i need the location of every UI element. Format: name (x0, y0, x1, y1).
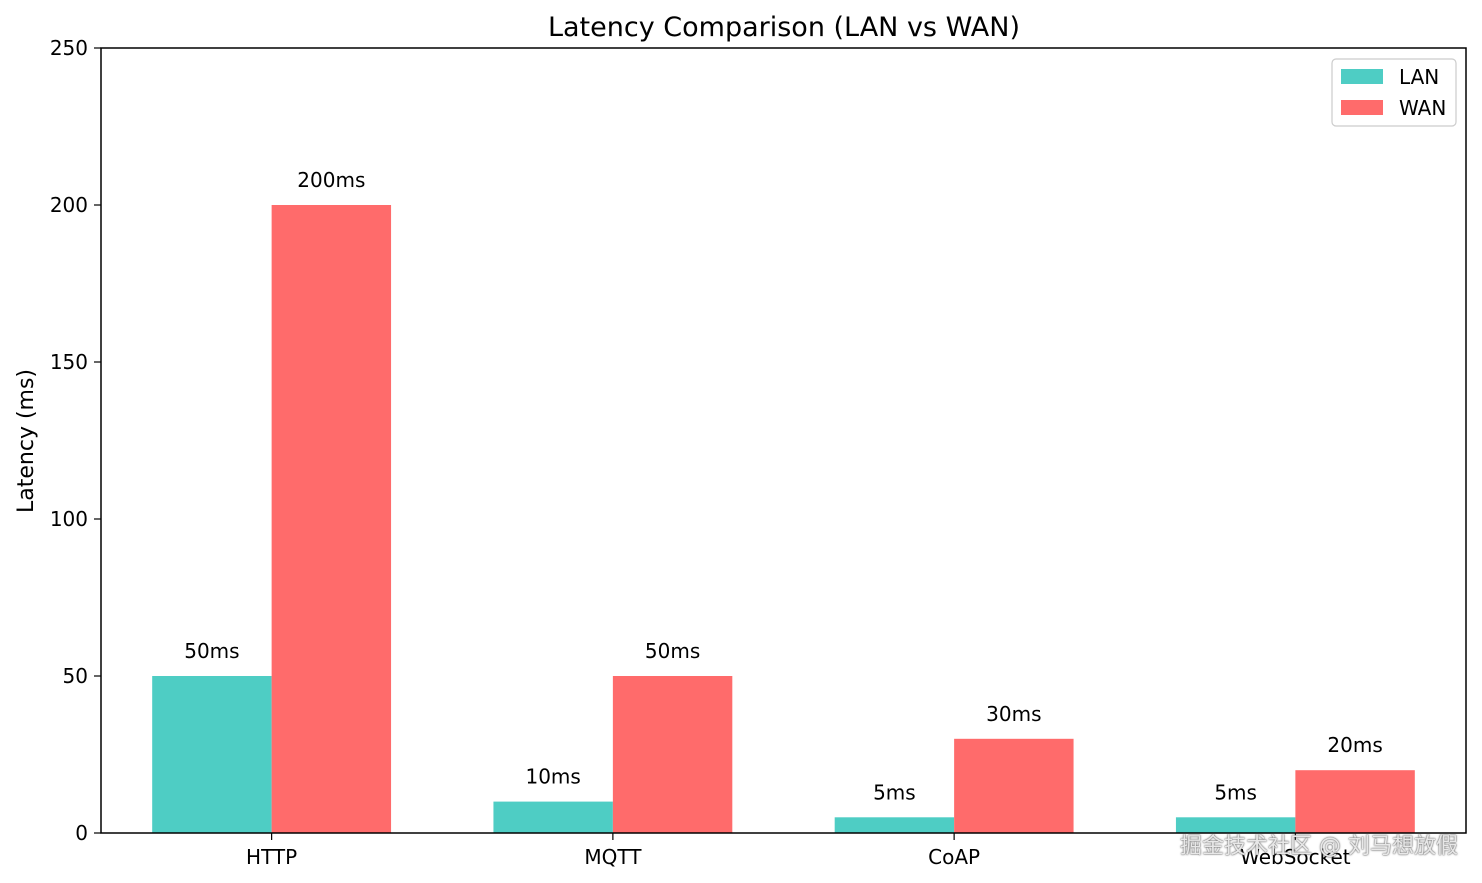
y-axis-label: Latency (ms) (14, 369, 39, 513)
data-label: 50ms (184, 639, 239, 663)
data-label: 20ms (1327, 733, 1382, 757)
bar-wan-websocket (1295, 770, 1415, 833)
y-tick-label: 50 (63, 664, 88, 688)
bar-lan-mqtt (493, 801, 613, 833)
legend: LAN WAN (1331, 58, 1457, 127)
x-tick-label: HTTP (246, 845, 297, 869)
legend-label-lan: LAN (1399, 65, 1439, 89)
y-tick-label: 250 (50, 36, 88, 60)
data-label: 200ms (297, 168, 365, 192)
bar-lan-websocket (1175, 817, 1296, 833)
plot-frame (100, 47, 1467, 834)
bar-wan-http (271, 205, 392, 833)
x-tick-label: MQTT (584, 845, 642, 869)
data-label: 50ms (645, 639, 700, 663)
y-tick-label: 0 (75, 821, 88, 845)
y-tick-label: 100 (50, 507, 88, 531)
bar-lan-http (152, 676, 272, 833)
chart-title: Latency Comparison (LAN vs WAN) (548, 12, 1020, 43)
bar-wan-mqtt (612, 676, 733, 833)
watermark: 掘金技术社区 @ 刘马想放假 (1180, 834, 1458, 859)
legend-label-wan: WAN (1399, 96, 1446, 120)
x-tick-label: WebSocket (1240, 845, 1351, 869)
data-label: 5ms (1214, 780, 1257, 804)
data-label: 5ms (873, 780, 916, 804)
data-label: 30ms (986, 702, 1041, 726)
bar-wan-coap (954, 738, 1074, 833)
x-tick-label: CoAP (928, 845, 980, 869)
bar-lan-coap (834, 817, 955, 833)
legend-swatch-wan (1341, 100, 1383, 115)
y-tick-label: 150 (50, 350, 88, 374)
y-tick-label: 200 (50, 193, 88, 217)
legend-swatch-lan (1341, 69, 1383, 84)
data-label: 10ms (525, 765, 580, 789)
